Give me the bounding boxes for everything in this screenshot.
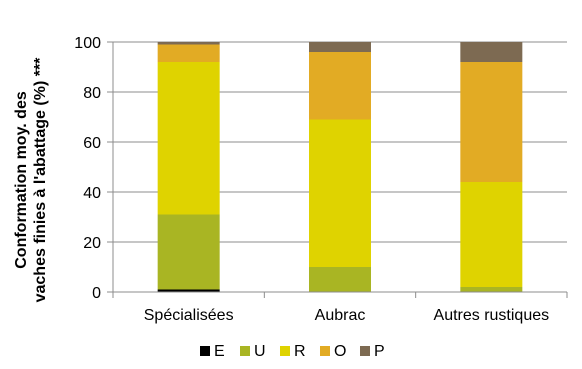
bar-R-2 — [460, 182, 523, 287]
y-tick-label-40: 40 — [83, 185, 101, 202]
legend-label-O: O — [334, 343, 346, 360]
bar-R-0 — [157, 62, 220, 215]
bar-R-1 — [309, 119, 371, 267]
x-tick-labels: Spécialisées Aubrac Autres rustiques — [144, 307, 549, 324]
y-tick-labels: 0 20 40 60 80 100 — [74, 35, 101, 302]
y-tick-label-60: 60 — [83, 135, 101, 152]
y-tick-label-80: 80 — [83, 85, 101, 102]
y-tick-label-20: 20 — [83, 235, 101, 252]
bar-U-1 — [309, 267, 371, 292]
legend-label-U: U — [254, 343, 266, 360]
y-axis-title-line-2: vaches finies à l'abattage (%) *** — [32, 57, 49, 303]
bar-U-2 — [460, 287, 523, 292]
bar-O-1 — [309, 52, 371, 120]
legend-swatch-O — [320, 346, 330, 356]
y-axis-title-line-1: Conformation moy. des — [13, 91, 30, 269]
x-tick-label-1: Aubrac — [315, 307, 366, 324]
bar-P-2 — [460, 42, 523, 62]
legend-swatch-E — [200, 346, 210, 356]
y-tick-label-100: 100 — [74, 35, 101, 52]
x-tick-label-0: Spécialisées — [144, 307, 234, 324]
bar-O-0 — [157, 44, 220, 62]
legend-label-E: E — [214, 343, 225, 360]
legend-label-R: R — [294, 343, 306, 360]
axis-layer — [107, 41, 568, 298]
legend-label-P: P — [374, 343, 385, 360]
legend-swatch-R — [280, 346, 290, 356]
y-tick-label-0: 0 — [92, 285, 101, 302]
bar-P-1 — [309, 42, 371, 52]
legend-swatch-U — [240, 346, 250, 356]
bar-E-0 — [157, 289, 220, 292]
bar-P-0 — [157, 42, 220, 45]
legend-swatch-P — [360, 346, 370, 356]
bars-layer — [157, 42, 523, 292]
bar-U-0 — [157, 214, 220, 290]
bar-O-2 — [460, 62, 523, 182]
x-tick-label-2: Autres rustiques — [434, 307, 550, 324]
